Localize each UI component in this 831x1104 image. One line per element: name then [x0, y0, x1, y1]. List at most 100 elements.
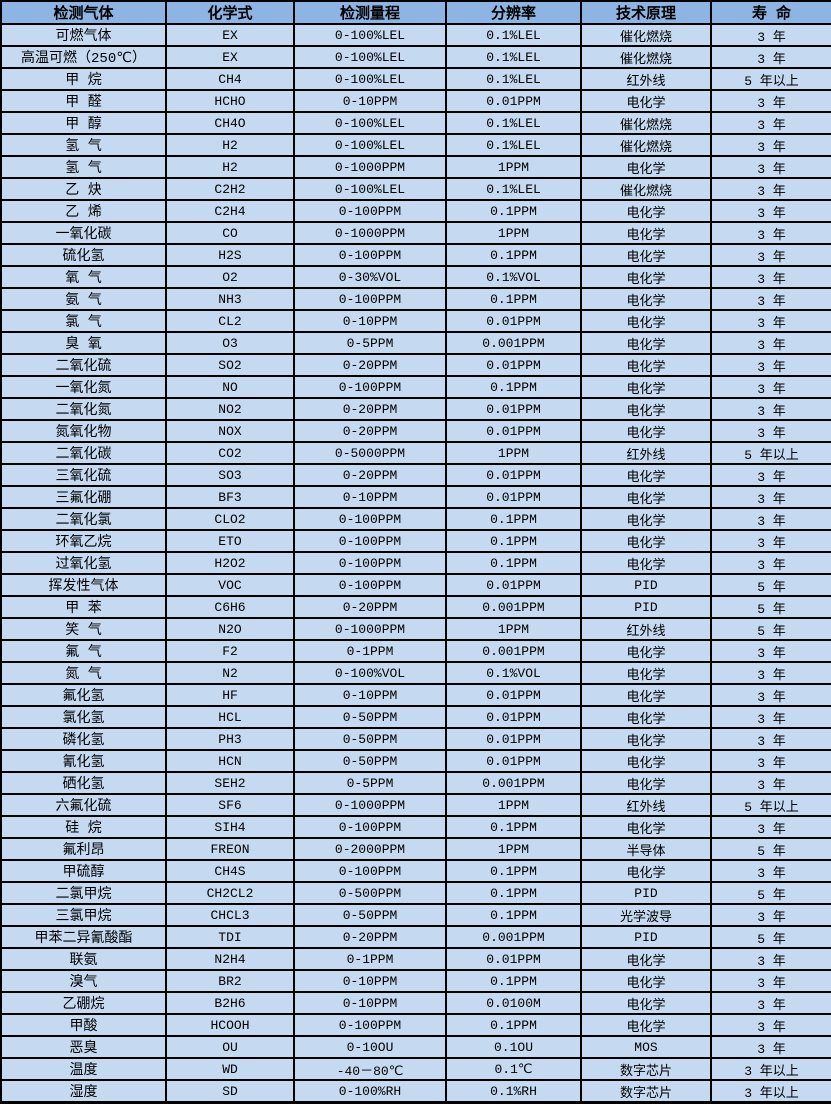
lifespan-cell: 3 年 [710, 705, 831, 729]
principle-cell: 电化学 [580, 485, 712, 509]
principle-cell: 电化学 [580, 287, 712, 311]
lifespan-cell: 3 年 [710, 45, 831, 69]
range-cell: 0-1000PPM [293, 793, 447, 817]
table-row: 硅 烷 SIH4 0-100PPM 0.1PPM 电化学 3 年 [0, 815, 831, 839]
resolution-cell: 0.01PPM [445, 353, 582, 377]
principle-cell: 光学波导 [580, 903, 712, 927]
table-row: 二氧化氮 NO2 0-20PPM 0.01PPM 电化学 3 年 [0, 397, 831, 421]
gas-name-cell: 硫化氢 [0, 243, 167, 267]
gas-name-cell: 氢 气 [0, 133, 167, 157]
formula-cell: C6H6 [165, 595, 295, 619]
principle-cell: 电化学 [580, 551, 712, 575]
range-cell: 0-20PPM [293, 419, 447, 443]
formula-cell: OU [165, 1035, 295, 1059]
range-cell: 0-20PPM [293, 595, 447, 619]
gas-name-cell: 甲 醇 [0, 111, 167, 135]
lifespan-cell: 3 年以上 [710, 1079, 831, 1104]
gas-name-cell: 六氟化硫 [0, 793, 167, 817]
resolution-cell: 0.1%LEL [445, 67, 582, 91]
lifespan-cell: 3 年 [710, 309, 831, 333]
table-row: 乙 烯 C2H4 0-100PPM 0.1PPM 电化学 3 年 [0, 199, 831, 223]
formula-cell: CH4O [165, 111, 295, 135]
gas-name-cell: 氧 气 [0, 265, 167, 289]
formula-cell: CL2 [165, 309, 295, 333]
table-row: 三氧化硫 SO3 0-20PPM 0.01PPM 电化学 3 年 [0, 463, 831, 487]
formula-cell: SO3 [165, 463, 295, 487]
table-row: 臭 氧 O3 0-5PPM 0.001PPM 电化学 3 年 [0, 331, 831, 355]
principle-cell: 电化学 [580, 771, 712, 795]
range-cell: 0-100%RH [293, 1079, 447, 1104]
lifespan-cell: 5 年 [710, 837, 831, 861]
formula-cell: CH2CL2 [165, 881, 295, 905]
formula-cell: SF6 [165, 793, 295, 817]
resolution-cell: 0.1%VOL [445, 661, 582, 685]
principle-cell: 数字芯片 [580, 1057, 712, 1081]
table-row: 二氧化碳 CO2 0-5000PPM 1PPM 红外线 5 年以上 [0, 441, 831, 465]
gas-name-cell: 二氧化硫 [0, 353, 167, 377]
principle-cell: 电化学 [580, 419, 712, 443]
resolution-cell: 1PPM [445, 793, 582, 817]
lifespan-cell: 3 年 [710, 749, 831, 773]
lifespan-cell: 5 年 [710, 595, 831, 619]
formula-cell: O3 [165, 331, 295, 355]
table-row: 氯化氢 HCL 0-50PPM 0.01PPM 电化学 3 年 [0, 705, 831, 729]
resolution-cell: 0.1%LEL [445, 23, 582, 47]
resolution-cell: 0.001PPM [445, 771, 582, 795]
resolution-cell: 0.01PPM [445, 89, 582, 113]
formula-cell: N2 [165, 661, 295, 685]
principle-cell: 电化学 [580, 463, 712, 487]
range-cell: 0-5PPM [293, 331, 447, 355]
principle-cell: 电化学 [580, 639, 712, 663]
resolution-cell: 0.1PPM [445, 903, 582, 927]
range-cell: 0-10OU [293, 1035, 447, 1059]
range-cell: 0-100%LEL [293, 177, 447, 201]
gas-name-cell: 二氯甲烷 [0, 881, 167, 905]
range-cell: 0-1000PPM [293, 617, 447, 641]
range-cell: 0-100%LEL [293, 111, 447, 135]
range-cell: 0-100%LEL [293, 45, 447, 69]
resolution-cell: 1PPM [445, 441, 582, 465]
lifespan-cell: 3 年 [710, 243, 831, 267]
column-header-formula: 化学式 [165, 0, 295, 25]
range-cell: 0-100%LEL [293, 133, 447, 157]
resolution-cell: 0.01PPM [445, 397, 582, 421]
range-cell: -40－80℃ [293, 1057, 447, 1081]
column-header-resolution: 分辨率 [445, 0, 582, 25]
principle-cell: 电化学 [580, 507, 712, 531]
formula-cell: CH4S [165, 859, 295, 883]
resolution-cell: 0.1%LEL [445, 177, 582, 201]
gas-name-cell: 甲 烷 [0, 67, 167, 91]
gas-name-cell: 恶臭 [0, 1035, 167, 1059]
range-cell: 0-30%VOL [293, 265, 447, 289]
range-cell: 0-50PPM [293, 705, 447, 729]
gas-name-cell: 氮氧化物 [0, 419, 167, 443]
formula-cell: F2 [165, 639, 295, 663]
range-cell: 0-1PPM [293, 639, 447, 663]
principle-cell: PID [580, 595, 712, 619]
range-cell: 0-500PPM [293, 881, 447, 905]
gas-name-cell: 氢 气 [0, 155, 167, 179]
formula-cell: CH4 [165, 67, 295, 91]
lifespan-cell: 3 年 [710, 969, 831, 993]
principle-cell: 电化学 [580, 331, 712, 355]
lifespan-cell: 3 年 [710, 463, 831, 487]
gas-name-cell: 过氧化氢 [0, 551, 167, 575]
range-cell: 0-20PPM [293, 353, 447, 377]
gas-name-cell: 高温可燃（250℃） [0, 45, 167, 69]
resolution-cell: 0.1%VOL [445, 265, 582, 289]
range-cell: 0-20PPM [293, 463, 447, 487]
lifespan-cell: 3 年 [710, 199, 831, 223]
table-body: 可燃气体 EX 0-100%LEL 0.1%LEL 催化燃烧 3 年高温可燃（250℃） E… [0, 23, 831, 1104]
gas-name-cell: 可燃气体 [0, 23, 167, 47]
formula-cell: CHCL3 [165, 903, 295, 927]
table-row: 氟 气 F2 0-1PPM 0.001PPM 电化学 3 年 [0, 639, 831, 663]
table-row: 硒化氢 SEH2 0-5PPM 0.001PPM 电化学 3 年 [0, 771, 831, 795]
resolution-cell: 0.01PPM [445, 309, 582, 333]
principle-cell: 电化学 [580, 155, 712, 179]
table-row: 甲硫醇 CH4S 0-100PPM 0.1PPM 电化学 3 年 [0, 859, 831, 883]
range-cell: 0-100PPM [293, 243, 447, 267]
range-cell: 0-100PPM [293, 859, 447, 883]
principle-cell: MOS [580, 1035, 712, 1059]
principle-cell: 红外线 [580, 617, 712, 641]
range-cell: 0-1000PPM [293, 155, 447, 179]
